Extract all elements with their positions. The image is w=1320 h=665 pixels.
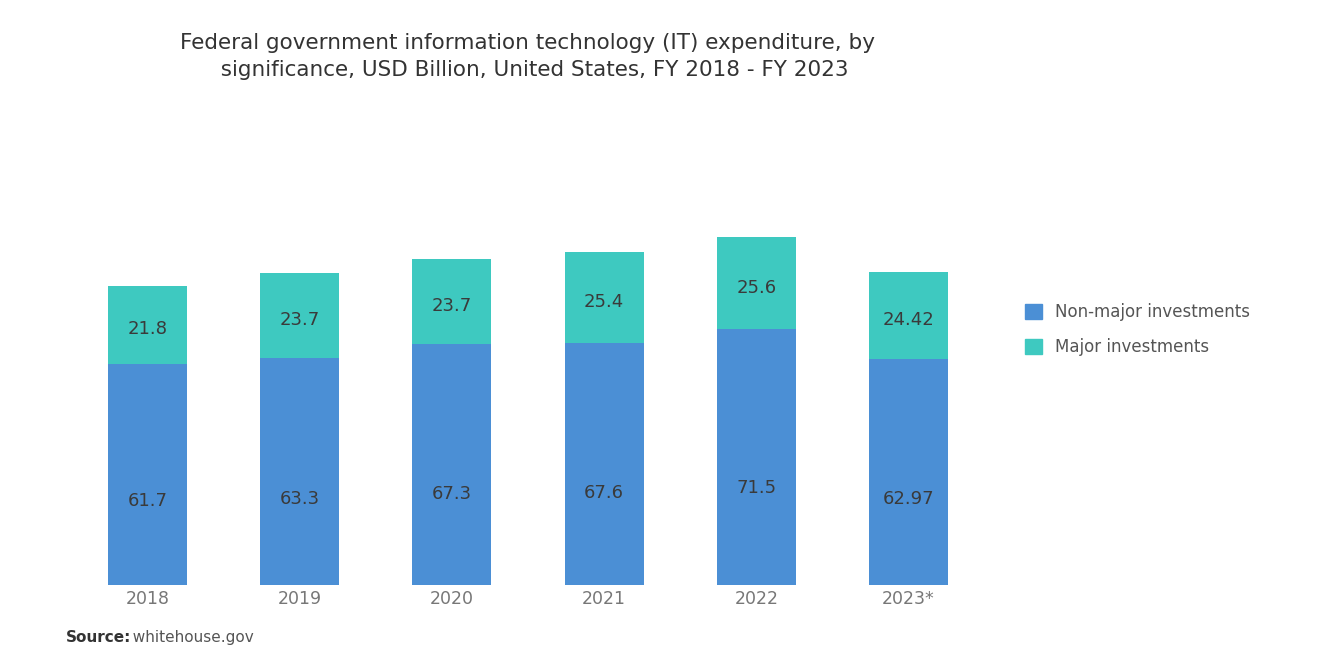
Text: 67.6: 67.6	[583, 484, 624, 502]
Bar	[717, 329, 796, 585]
Text: 61.7: 61.7	[128, 492, 168, 510]
Text: 21.8: 21.8	[128, 320, 168, 338]
Bar	[869, 360, 948, 585]
Text: 23.7: 23.7	[432, 297, 473, 315]
Text: 67.3: 67.3	[432, 485, 473, 503]
Text: 25.4: 25.4	[583, 293, 624, 311]
Bar	[260, 273, 339, 358]
Bar	[260, 358, 339, 585]
Text: Federal government information technology (IT) expenditure, by
  significance, U: Federal government information technolog…	[181, 33, 875, 80]
Bar	[869, 272, 948, 360]
Bar	[108, 364, 187, 585]
Text: 25.6: 25.6	[737, 279, 776, 297]
Bar	[412, 344, 491, 585]
Text: 23.7: 23.7	[280, 311, 319, 329]
Text: Source:: Source:	[66, 630, 132, 645]
Text: 62.97: 62.97	[883, 490, 935, 509]
Text: 63.3: 63.3	[280, 490, 319, 508]
Bar	[717, 237, 796, 329]
Bar	[565, 252, 644, 343]
Text: 71.5: 71.5	[737, 479, 776, 497]
Bar	[108, 286, 187, 364]
Legend: Non-major investments, Major investments: Non-major investments, Major investments	[1016, 295, 1258, 364]
Bar	[412, 259, 491, 344]
Bar	[565, 343, 644, 585]
Text: whitehouse.gov: whitehouse.gov	[123, 630, 253, 645]
Text: 24.42: 24.42	[883, 311, 935, 329]
